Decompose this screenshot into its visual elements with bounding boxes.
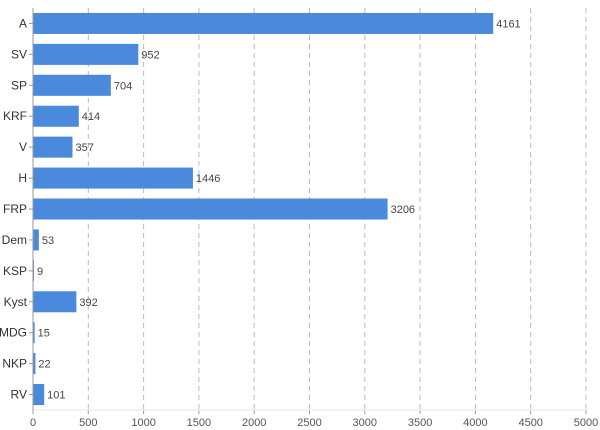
bars [33, 12, 494, 406]
data-label: 392 [79, 297, 97, 309]
x-tick-label: 3500 [408, 417, 432, 429]
category-label: H [18, 171, 27, 185]
category-label: RV [11, 388, 27, 402]
x-tick-label: 1500 [187, 417, 211, 429]
category-label: A [19, 16, 27, 30]
data-label: 101 [47, 390, 65, 402]
y-axis [29, 8, 34, 410]
x-tick-label: 2000 [242, 417, 266, 429]
x-axis: 0 500 1000 1500 2000 2500 3000 3500 4000 4500 5000 [30, 409, 598, 429]
data-label: 414 [82, 111, 100, 123]
bar-sp [33, 74, 111, 96]
category-label: FRP [3, 202, 27, 216]
data-label: 3206 [391, 204, 415, 216]
category-label: MDG [0, 326, 27, 340]
category-label: Dem [2, 233, 27, 247]
bar-frp [33, 198, 388, 220]
data-label: 15 [38, 328, 50, 340]
bar-mdg [33, 322, 35, 344]
bar-kyst [33, 291, 77, 313]
bar-a [33, 12, 494, 34]
bar-krf [33, 105, 79, 127]
x-tick-label: 4000 [463, 417, 487, 429]
category-label: KSP [3, 264, 27, 278]
bar-rv [33, 384, 45, 406]
data-label: 53 [42, 235, 54, 247]
category-label: SP [11, 78, 27, 92]
bar-nkp [33, 353, 36, 375]
data-label: 952 [141, 49, 159, 61]
x-tick-label: 3000 [353, 417, 377, 429]
data-label: 22 [38, 359, 50, 371]
category-label: SV [11, 47, 27, 61]
data-label: 1446 [196, 173, 220, 185]
data-labels: 4161 952 704 414 357 1446 3206 53 9 392 15 22 101 [37, 18, 521, 401]
bar-h [33, 167, 193, 189]
x-tick-label: 1000 [131, 417, 155, 429]
category-label: Kyst [4, 295, 28, 309]
data-label: 4161 [496, 18, 520, 30]
bar-v [33, 136, 73, 158]
bar-dem [33, 229, 39, 251]
category-labels: A SV SP KRF V H FRP Dem KSP Kyst MDG NKP RV [0, 16, 28, 401]
data-label: 9 [37, 266, 43, 278]
x-tick-label: 500 [79, 417, 97, 429]
x-tick-label: 2500 [297, 417, 321, 429]
bar-sv [33, 43, 139, 65]
category-label: V [19, 140, 27, 154]
category-label: NKP [2, 357, 27, 371]
x-tick-label: 5000 [574, 417, 598, 429]
data-label: 357 [75, 142, 93, 154]
category-label: KRF [3, 109, 27, 123]
x-tick-label: 0 [30, 417, 36, 429]
data-label: 704 [114, 80, 132, 92]
x-tick-label: 4500 [518, 417, 542, 429]
